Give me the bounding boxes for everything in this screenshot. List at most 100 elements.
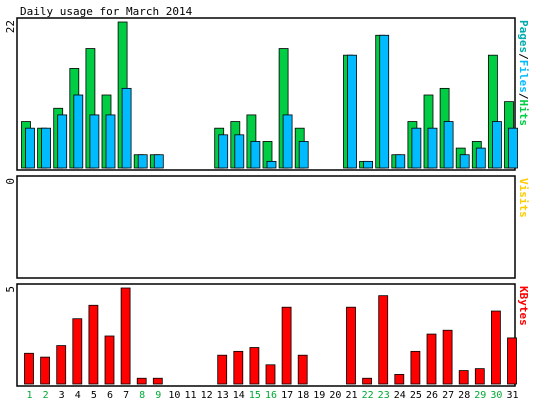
x-axis-labels: 1 2 3 4 5 6 7 8 9 10 11 12 13 14 15 16 17 18 19 20 21 22 23 24 2… [26,390,518,401]
x-tick-label-6: 6 [107,390,113,401]
bar-kbytes-day-8 [136,377,147,385]
bar-files-day-29 [475,147,486,169]
x-tick-label-16: 16 [265,390,277,401]
bar-kbytes-day-1 [24,352,34,385]
x-tick-label-20: 20 [329,390,341,401]
bar-kbytes-day-27 [442,329,453,385]
bar-files-day-22 [363,160,374,169]
x-tick-label-28: 28 [458,390,470,401]
bar-files-day-27 [443,121,454,169]
x-tick-label-29: 29 [474,390,486,401]
panel-frame-pages-files-hits [16,17,516,171]
x-tick-label-5: 5 [91,390,97,401]
bar-files-day-7 [121,87,132,169]
bar-kbytes-day-21 [346,306,356,385]
x-tick-label-8: 8 [139,390,145,401]
panel-frame-visits [16,175,516,279]
bar-files-day-1 [25,127,35,169]
bar-files-day-17 [282,114,293,169]
bar-files-day-8 [137,154,148,169]
x-tick-label-11: 11 [184,390,196,401]
bar-kbytes-day-5 [88,304,99,385]
panel-visits: 0 Visits [4,175,530,279]
bar-kbytes-day-15 [249,347,260,385]
x-tick-label-15: 15 [249,390,261,401]
panel-pages-files-hits: 22 Pages/Files/Hits [4,17,530,171]
bar-kbytes-day-17 [281,306,292,385]
y-tick-label-kbytes: 5 [4,286,17,293]
bar-kbytes-day-25 [410,350,421,385]
x-tick-label-27: 27 [442,390,454,401]
x-tick-label-10: 10 [168,390,180,401]
bar-kbytes-day-14 [233,350,244,385]
x-tick-label-2: 2 [43,390,49,401]
bar-files-day-18 [298,141,309,169]
bar-files-day-31 [508,127,518,169]
x-tick-label-12: 12 [201,390,213,401]
legend-part-pages-files-hits-3: / [517,93,530,100]
bar-files-day-16 [266,160,277,169]
x-tick-label-30: 30 [490,390,502,401]
bar-files-day-4 [73,94,84,169]
legend-part-kbytes-0: KBytes [517,286,530,326]
bar-kbytes-day-16 [265,364,276,385]
bar-files-day-21 [347,54,357,169]
x-tick-label-24: 24 [394,390,406,401]
y-tick-label-visits: 0 [4,178,17,185]
x-tick-label-21: 21 [345,390,357,401]
bar-kbytes-day-2 [40,356,50,385]
bar-kbytes-day-24 [394,373,405,385]
panel-frame-kbytes [16,283,516,387]
bar-files-day-15 [250,141,261,169]
x-tick-label-31: 31 [506,390,518,401]
x-tick-label-7: 7 [123,390,129,401]
legend-part-visits-0: Visits [517,178,530,218]
x-tick-label-13: 13 [217,390,229,401]
bar-files-day-24 [395,154,406,169]
x-tick-label-4: 4 [75,390,81,401]
bar-files-day-3 [57,114,68,169]
bar-files-day-5 [89,114,100,169]
bar-files-day-13 [218,134,229,169]
x-tick-label-25: 25 [410,390,422,401]
bar-kbytes-day-31 [507,337,517,385]
bar-files-day-14 [234,134,245,169]
bar-kbytes-day-29 [474,368,485,385]
bar-kbytes-day-23 [378,295,389,385]
x-tick-label-26: 26 [426,390,438,401]
bar-kbytes-day-28 [458,370,469,385]
bar-files-day-26 [427,127,438,169]
x-tick-label-9: 9 [155,390,161,401]
legend-part-pages-files-hits-0: Pages [517,20,530,53]
bar-files-day-28 [459,154,470,169]
legend-part-pages-files-hits-1: / [517,53,530,60]
bar-kbytes-day-9 [152,377,163,385]
bar-files-day-6 [105,114,116,169]
bar-files-day-2 [41,127,51,169]
x-tick-label-3: 3 [59,390,65,401]
bar-kbytes-day-26 [426,333,437,385]
bar-kbytes-day-7 [120,287,131,385]
bar-kbytes-day-6 [104,335,115,385]
x-tick-label-1: 1 [26,390,32,401]
x-tick-label-14: 14 [233,390,245,401]
x-tick-label-19: 19 [313,390,325,401]
bar-kbytes-day-22 [362,377,373,385]
bar-kbytes-day-4 [72,318,83,385]
x-tick-label-17: 17 [281,390,293,401]
bar-kbytes-day-13 [217,354,228,385]
legend-part-pages-files-hits-2: Files [517,60,530,93]
x-tick-label-23: 23 [378,390,390,401]
legend-label-kbytes: KBytes [517,286,530,326]
bar-files-day-30 [491,121,502,169]
legend-part-pages-files-hits-4: Hits [517,100,530,127]
bar-kbytes-day-3 [56,345,67,385]
legend-label-visits: Visits [517,178,530,218]
y-tick-label-pages-files-hits: 22 [4,20,17,33]
panel-kbytes: 5 KBytes [4,283,530,387]
bar-files-day-25 [411,127,422,169]
bar-files-day-9 [153,154,164,169]
chart-title: Daily usage for March 2014 [20,5,193,18]
legend-label-pages-files-hits: Pages/Files/Hits [517,20,530,126]
